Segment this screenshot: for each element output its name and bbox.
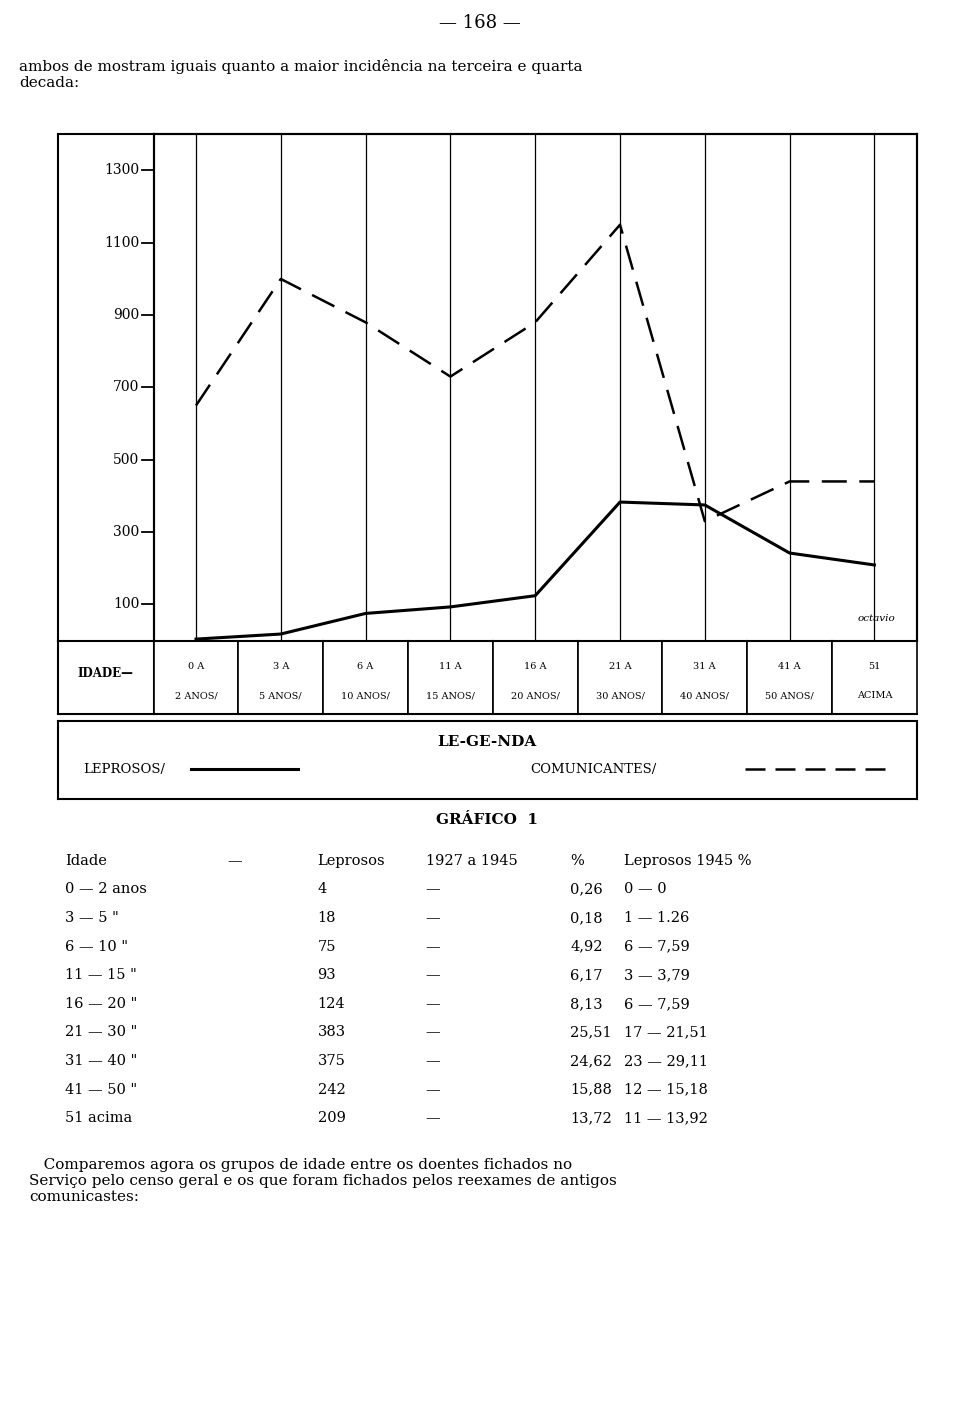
- Text: 500: 500: [113, 452, 139, 467]
- Text: 18: 18: [318, 911, 336, 925]
- Text: 15 ANOS/: 15 ANOS/: [426, 691, 475, 700]
- Text: 4,92: 4,92: [570, 940, 603, 953]
- Text: —: —: [426, 1083, 441, 1097]
- Text: 21 A: 21 A: [609, 662, 632, 670]
- Text: 6,17: 6,17: [570, 969, 603, 983]
- Text: 15,88: 15,88: [570, 1083, 612, 1097]
- Text: 16 — 20 ": 16 — 20 ": [65, 997, 137, 1011]
- Text: 25,51: 25,51: [570, 1025, 612, 1039]
- Text: 20 ANOS/: 20 ANOS/: [511, 691, 560, 700]
- Text: 3 — 3,79: 3 — 3,79: [624, 969, 690, 983]
- Text: LE-GE-NDA: LE-GE-NDA: [438, 735, 537, 749]
- Text: 0 — 2 anos: 0 — 2 anos: [65, 882, 147, 896]
- Text: 93: 93: [318, 969, 336, 983]
- Text: 3 A: 3 A: [273, 662, 289, 670]
- Text: —: —: [426, 997, 441, 1011]
- Text: 1927 a 1945: 1927 a 1945: [426, 854, 517, 868]
- Text: Leprosos 1945 %: Leprosos 1945 %: [624, 854, 752, 868]
- Text: 0,26: 0,26: [570, 882, 603, 896]
- Text: 31 — 40 ": 31 — 40 ": [65, 1053, 137, 1068]
- Text: 383: 383: [318, 1025, 346, 1039]
- Text: 6 — 10 ": 6 — 10 ": [65, 940, 128, 953]
- Text: 21 — 30 ": 21 — 30 ": [65, 1025, 137, 1039]
- Text: —: —: [426, 940, 441, 953]
- Text: 30 ANOS/: 30 ANOS/: [595, 691, 644, 700]
- Text: —: —: [426, 969, 441, 983]
- Text: 8,13: 8,13: [570, 997, 603, 1011]
- Text: %: %: [570, 854, 584, 868]
- Text: 40 ANOS/: 40 ANOS/: [681, 691, 730, 700]
- Text: GRÁFICO  1: GRÁFICO 1: [436, 813, 539, 827]
- Text: 4: 4: [318, 882, 326, 896]
- Text: ambos de mostram iguais quanto a maior incidência na terceira e quarta
decada:: ambos de mostram iguais quanto a maior i…: [19, 58, 583, 90]
- Text: —: —: [426, 1053, 441, 1068]
- Text: 0 — 0: 0 — 0: [624, 882, 667, 896]
- Text: 1 — 1.26: 1 — 1.26: [624, 911, 689, 925]
- Text: 6 — 7,59: 6 — 7,59: [624, 940, 690, 953]
- Text: Leprosos: Leprosos: [318, 854, 385, 868]
- Text: 242: 242: [318, 1083, 346, 1097]
- Text: 6 A: 6 A: [357, 662, 373, 670]
- Text: 100: 100: [113, 597, 139, 611]
- Text: — 168 —: — 168 —: [439, 14, 521, 31]
- Text: 24,62: 24,62: [570, 1053, 612, 1068]
- Text: 0 A: 0 A: [188, 662, 204, 670]
- Text: 1100: 1100: [104, 236, 139, 250]
- Text: 41 A: 41 A: [779, 662, 801, 670]
- Text: 5 ANOS/: 5 ANOS/: [259, 691, 302, 700]
- Text: —: —: [228, 854, 242, 868]
- Text: 375: 375: [318, 1053, 346, 1068]
- Text: 10 ANOS/: 10 ANOS/: [341, 691, 390, 700]
- Text: 300: 300: [113, 525, 139, 539]
- Text: 11 — 13,92: 11 — 13,92: [624, 1111, 708, 1126]
- Text: 700: 700: [113, 380, 139, 395]
- Text: —: —: [426, 1111, 441, 1126]
- Text: octavio: octavio: [857, 614, 895, 622]
- Text: 75: 75: [318, 940, 336, 953]
- Text: LEPROSOS/: LEPROSOS/: [84, 764, 165, 776]
- Text: 3 — 5 ": 3 — 5 ": [65, 911, 119, 925]
- Text: 1300: 1300: [104, 164, 139, 178]
- Text: 6 — 7,59: 6 — 7,59: [624, 997, 690, 1011]
- Text: 31 A: 31 A: [693, 662, 716, 670]
- Text: 50 ANOS/: 50 ANOS/: [765, 691, 814, 700]
- Text: 13,72: 13,72: [570, 1111, 612, 1126]
- Text: 2 ANOS/: 2 ANOS/: [175, 691, 217, 700]
- Text: 16 A: 16 A: [524, 662, 546, 670]
- Text: Comparemos agora os grupos de idade entre os doentes fichados no
Serviço pelo ce: Comparemos agora os grupos de idade entr…: [29, 1158, 616, 1205]
- Text: 124: 124: [318, 997, 346, 1011]
- Text: 17 — 21,51: 17 — 21,51: [624, 1025, 708, 1039]
- Text: 900: 900: [113, 308, 139, 322]
- Text: 23 — 29,11: 23 — 29,11: [624, 1053, 708, 1068]
- Text: 209: 209: [318, 1111, 346, 1126]
- Text: 51 acima: 51 acima: [65, 1111, 132, 1126]
- Text: IDADE—: IDADE—: [78, 667, 133, 680]
- Text: 51: 51: [868, 662, 880, 670]
- Text: Idade: Idade: [65, 854, 107, 868]
- Text: —: —: [426, 882, 441, 896]
- Text: —: —: [426, 1025, 441, 1039]
- Text: 12 — 15,18: 12 — 15,18: [624, 1083, 708, 1097]
- Text: 11 A: 11 A: [439, 662, 462, 670]
- Text: 0,18: 0,18: [570, 911, 603, 925]
- Text: COMUNICANTES/: COMUNICANTES/: [530, 764, 657, 776]
- Text: 11 — 15 ": 11 — 15 ": [65, 969, 136, 983]
- Text: ACIMA: ACIMA: [856, 691, 892, 700]
- Text: —: —: [426, 911, 441, 925]
- Text: 41 — 50 ": 41 — 50 ": [65, 1083, 137, 1097]
